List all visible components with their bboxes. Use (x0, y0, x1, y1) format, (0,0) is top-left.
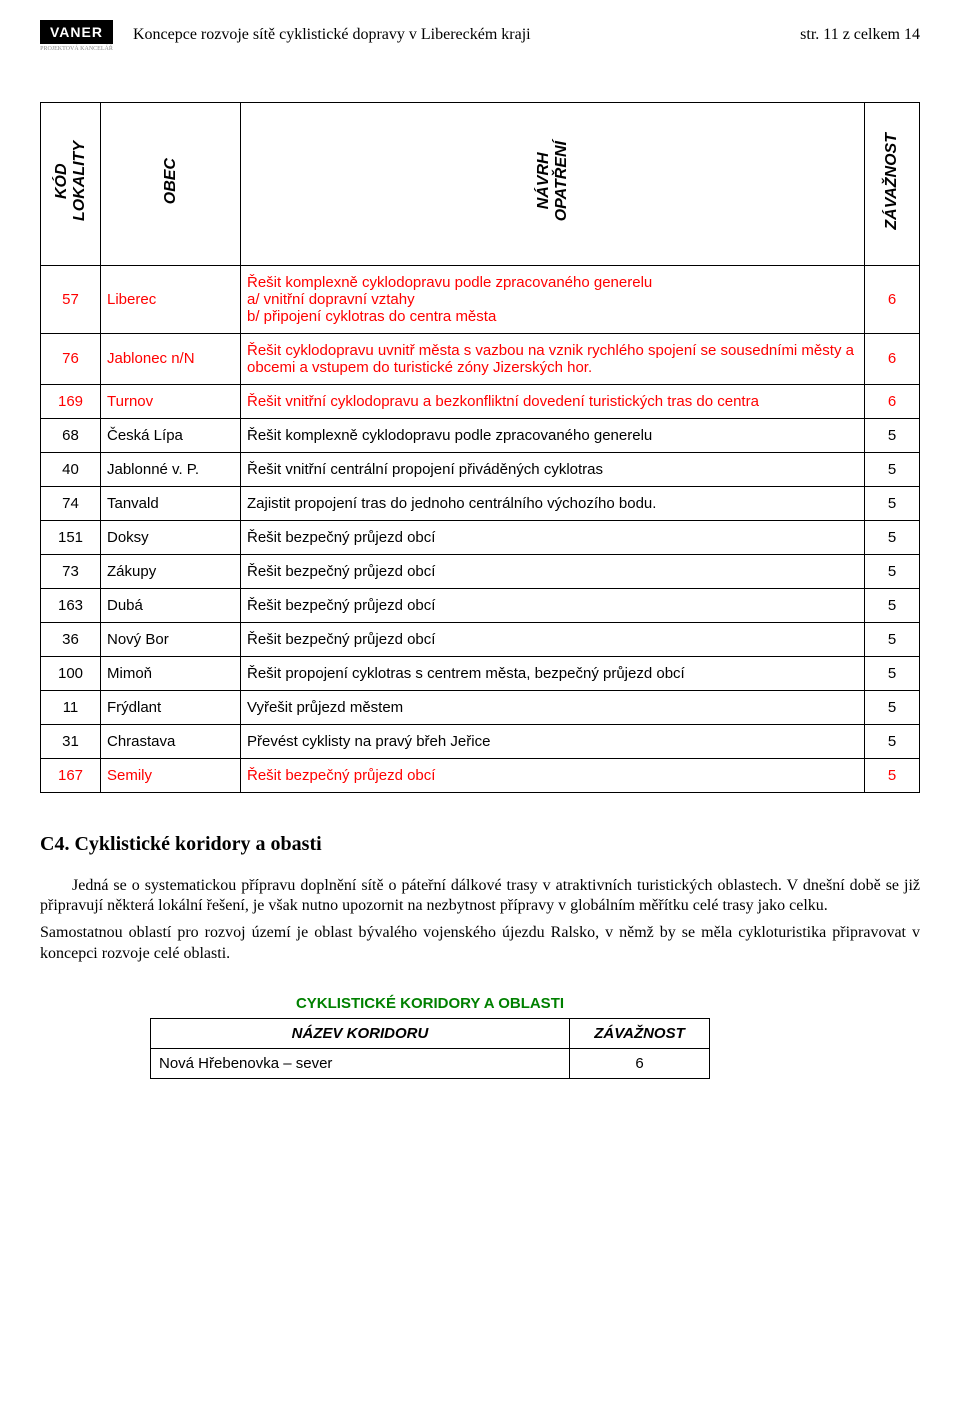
cell-zavaznost: 5 (865, 758, 920, 792)
cell-zavaznost: 6 (865, 265, 920, 333)
corridor-header-zav: ZÁVAŽNOST (570, 1018, 710, 1048)
cell-obec: Česká Lípa (101, 418, 241, 452)
cell-zavaznost: 5 (865, 622, 920, 656)
cell-navrh: Řešit bezpečný průjezd obcí (241, 554, 865, 588)
cell-navrh: Řešit bezpečný průjezd obcí (241, 520, 865, 554)
table-row: 36Nový BorŘešit bezpečný průjezd obcí5 (41, 622, 920, 656)
corridor-row: Nová Hřebenovka – sever6 (151, 1048, 710, 1078)
cell-zavaznost: 6 (865, 333, 920, 384)
cell-navrh: Zajistit propojení tras do jednoho centr… (241, 486, 865, 520)
table-row: 73ZákupyŘešit bezpečný průjezd obcí5 (41, 554, 920, 588)
cell-kod: 68 (41, 418, 101, 452)
header-zavaznost: ZÁVAŽNOST (865, 103, 920, 266)
cell-navrh: Řešit bezpečný průjezd obcí (241, 622, 865, 656)
cell-obec: Frýdlant (101, 690, 241, 724)
page-number: str. 11 z celkem 14 (800, 20, 920, 44)
page-header: VANER PROJEKTOVÁ KANCELÁŘ Koncepce rozvo… (40, 20, 920, 52)
cell-obec: Jablonné v. P. (101, 452, 241, 486)
cell-zavaznost: 5 (865, 452, 920, 486)
table-row: 74TanvaldZajistit propojení tras do jedn… (41, 486, 920, 520)
cell-navrh: Řešit vnitřní centrální propojení přivád… (241, 452, 865, 486)
header-kod: KÓDLOKALITY (41, 103, 101, 266)
table-header-row: KÓDLOKALITY OBEC NÁVRHOPATŘENÍ ZÁVAŽNOST (41, 103, 920, 266)
cell-kod: 74 (41, 486, 101, 520)
cell-obec: Mimoň (101, 656, 241, 690)
table-row: 68Česká LípaŘešit komplexně cyklodopravu… (41, 418, 920, 452)
cell-obec: Doksy (101, 520, 241, 554)
cell-kod: 40 (41, 452, 101, 486)
cell-kod: 11 (41, 690, 101, 724)
table-row: 169TurnovŘešit vnitřní cyklodopravu a be… (41, 384, 920, 418)
cell-zavaznost: 5 (865, 588, 920, 622)
corridor-table: NÁZEV KORIDORU ZÁVAŽNOST Nová Hřebenovka… (150, 1018, 710, 1079)
cell-obec: Chrastava (101, 724, 241, 758)
cell-zavaznost: 6 (865, 384, 920, 418)
logo: VANER (40, 20, 113, 44)
cell-obec: Nový Bor (101, 622, 241, 656)
cell-obec: Zákupy (101, 554, 241, 588)
table-row: 151DoksyŘešit bezpečný průjezd obcí5 (41, 520, 920, 554)
cell-kod: 31 (41, 724, 101, 758)
cell-obec: Jablonec n/N (101, 333, 241, 384)
cell-kod: 100 (41, 656, 101, 690)
cell-obec: Tanvald (101, 486, 241, 520)
cell-obec: Semily (101, 758, 241, 792)
cell-kod: 151 (41, 520, 101, 554)
table-row: 167SemilyŘešit bezpečný průjezd obcí5 (41, 758, 920, 792)
logo-block: VANER PROJEKTOVÁ KANCELÁŘ (40, 20, 113, 52)
cell-kod: 76 (41, 333, 101, 384)
cell-obec: Dubá (101, 588, 241, 622)
cell-zavaznost: 5 (865, 418, 920, 452)
table-row: 31ChrastavaPřevést cyklisty na pravý bře… (41, 724, 920, 758)
cell-kod: 73 (41, 554, 101, 588)
cell-zavaznost: 5 (865, 554, 920, 588)
cell-zavaznost: 5 (865, 656, 920, 690)
corridor-cell-nazev: Nová Hřebenovka – sever (151, 1048, 570, 1078)
cell-navrh: Řešit bezpečný průjezd obcí (241, 758, 865, 792)
cell-kod: 57 (41, 265, 101, 333)
table-row: 76Jablonec n/NŘešit cyklodopravu uvnitř … (41, 333, 920, 384)
corridor-header-row: NÁZEV KORIDORU ZÁVAŽNOST (151, 1018, 710, 1048)
table-row: 11FrýdlantVyřešit průjezd městem5 (41, 690, 920, 724)
corridor-header-nazev: NÁZEV KORIDORU (151, 1018, 570, 1048)
cell-navrh: Převést cyklisty na pravý břeh Jeřice (241, 724, 865, 758)
cell-obec: Liberec (101, 265, 241, 333)
cell-navrh: Řešit propojení cyklotras s centrem měst… (241, 656, 865, 690)
locality-table: KÓDLOKALITY OBEC NÁVRHOPATŘENÍ ZÁVAŽNOST… (40, 102, 920, 793)
cell-navrh: Řešit bezpečný průjezd obcí (241, 588, 865, 622)
paragraph-2: Samostatnou oblastí pro rozvoj území je … (40, 923, 920, 965)
cell-navrh: Řešit cyklodopravu uvnitř města s vazbou… (241, 333, 865, 384)
cell-navrh: Řešit komplexně cyklodopravu podle zprac… (241, 265, 865, 333)
cell-navrh: Řešit vnitřní cyklodopravu a bezkonflikt… (241, 384, 865, 418)
cell-kod: 36 (41, 622, 101, 656)
corridor-cell-zav: 6 (570, 1048, 710, 1078)
logo-subtitle: PROJEKTOVÁ KANCELÁŘ (40, 46, 113, 52)
paragraph-1: Jedná se o systematickou přípravu doplně… (40, 876, 920, 918)
header-navrh: NÁVRHOPATŘENÍ (241, 103, 865, 266)
cell-zavaznost: 5 (865, 520, 920, 554)
cell-kod: 167 (41, 758, 101, 792)
cell-navrh: Řešit komplexně cyklodopravu podle zprac… (241, 418, 865, 452)
document-title: Koncepce rozvoje sítě cyklistické doprav… (133, 20, 800, 44)
section-heading: C4. Cyklistické koridory a obasti (40, 833, 920, 856)
table-row: 100MimoňŘešit propojení cyklotras s cent… (41, 656, 920, 690)
cell-kod: 163 (41, 588, 101, 622)
table-row: 40Jablonné v. P.Řešit vnitřní centrální … (41, 452, 920, 486)
corridor-table-title: CYKLISTICKÉ KORIDORY A OBLASTI (150, 995, 710, 1012)
header-obec: OBEC (101, 103, 241, 266)
cell-navrh: Vyřešit průjezd městem (241, 690, 865, 724)
table-row: 57LiberecŘešit komplexně cyklodopravu po… (41, 265, 920, 333)
cell-zavaznost: 5 (865, 724, 920, 758)
cell-zavaznost: 5 (865, 486, 920, 520)
cell-kod: 169 (41, 384, 101, 418)
cell-obec: Turnov (101, 384, 241, 418)
table-row: 163DubáŘešit bezpečný průjezd obcí5 (41, 588, 920, 622)
cell-zavaznost: 5 (865, 690, 920, 724)
